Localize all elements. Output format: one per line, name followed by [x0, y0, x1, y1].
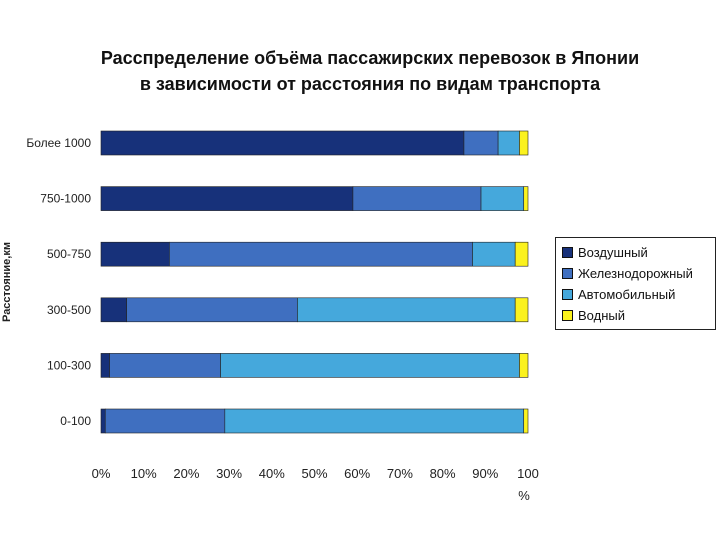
y-tick-label: 500-750: [47, 247, 91, 261]
legend-item: Автомобильный: [562, 284, 715, 305]
y-tick-label: 100-300: [47, 358, 91, 372]
x-tick-label: 30%: [216, 466, 242, 481]
x-tick-label: 90%: [472, 466, 498, 481]
x-tick-label: 60%: [344, 466, 370, 481]
bar-segment-1: [100, 130, 465, 156]
x-tick-label: 50%: [301, 466, 327, 481]
bar-segment-4: [514, 241, 529, 267]
bar-segment-3: [224, 408, 525, 434]
y-tick-label: Более 1000: [26, 136, 91, 150]
legend-swatch: [562, 247, 573, 258]
bar-segment-3: [297, 297, 516, 323]
bar-segment-3: [472, 241, 516, 267]
bar-segment-4: [519, 130, 529, 156]
bar-segment-2: [463, 130, 499, 156]
y-tick-label: 300-500: [47, 303, 91, 317]
bar-segment-4: [523, 186, 529, 211]
bar-segment-3: [480, 186, 525, 211]
bar-segment-2: [109, 353, 221, 378]
bar-segment-3: [497, 130, 520, 156]
y-tick-label: 750-1000: [40, 192, 91, 206]
bar-segment-1: [100, 186, 354, 211]
legend-swatch: [562, 310, 573, 321]
x-tick-label: 70%: [387, 466, 413, 481]
legend-item: Воздушный: [562, 242, 715, 263]
legend: Воздушный Железнодорожный Автомобильный Вод…: [555, 237, 716, 330]
legend-label: Автомобильный: [578, 287, 676, 302]
chart-title: Расспределение объёма пассажирских перев…: [40, 45, 700, 97]
bar-segment-1: [100, 408, 106, 434]
legend-label: Воздушный: [578, 245, 648, 260]
bar-segment-4: [514, 297, 529, 323]
bar-segment-3: [220, 353, 520, 378]
bar-segment-1: [100, 297, 127, 323]
bar-segment-1: [100, 241, 170, 267]
x-tick-label: 80%: [430, 466, 456, 481]
bar-segment-4: [523, 408, 529, 434]
bar-segment-4: [519, 353, 529, 378]
x-axis-unit: %: [518, 488, 530, 503]
bar-segment-2: [104, 408, 226, 434]
x-tick-label: 40%: [259, 466, 285, 481]
legend-item: Водный: [562, 305, 715, 326]
y-tick-label: 0-100: [60, 414, 91, 428]
bar-segment-2: [126, 297, 298, 323]
x-tick-label: 20%: [173, 466, 199, 481]
x-tick-label: 10%: [131, 466, 157, 481]
chart-title-line-1: Расспределение объёма пассажирских перев…: [100, 48, 640, 68]
legend-swatch: [562, 268, 573, 279]
legend-item: Железнодорожный: [562, 263, 715, 284]
x-tick-label: 0%: [92, 466, 111, 481]
chart-title-line-2: в зависимости от расстояния по видам тра…: [139, 74, 601, 94]
legend-label: Водный: [578, 308, 625, 323]
bar-segment-2: [169, 241, 473, 267]
bar-segment-2: [352, 186, 482, 211]
y-axis-title: Расстояние,км: [1, 242, 13, 322]
legend-swatch: [562, 289, 573, 300]
x-tick-label: 100: [517, 466, 539, 481]
legend-label: Железнодорожный: [578, 266, 693, 281]
bar-segment-1: [100, 353, 110, 378]
